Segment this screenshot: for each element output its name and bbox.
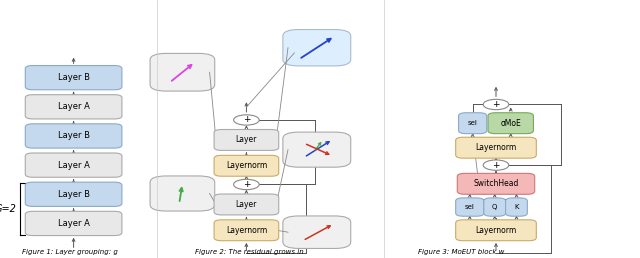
FancyBboxPatch shape — [488, 113, 534, 134]
FancyBboxPatch shape — [214, 155, 279, 176]
FancyBboxPatch shape — [458, 173, 535, 194]
Text: Layer: Layer — [236, 135, 257, 144]
Text: +: + — [492, 161, 500, 170]
FancyBboxPatch shape — [484, 198, 506, 216]
FancyBboxPatch shape — [456, 220, 536, 241]
Text: Figure 2: The residual grows in: Figure 2: The residual grows in — [195, 249, 304, 255]
FancyBboxPatch shape — [506, 198, 527, 216]
FancyBboxPatch shape — [456, 137, 536, 158]
FancyBboxPatch shape — [26, 124, 122, 148]
FancyBboxPatch shape — [26, 95, 122, 119]
FancyBboxPatch shape — [26, 182, 122, 206]
FancyBboxPatch shape — [26, 66, 122, 90]
Text: SwitchHead: SwitchHead — [474, 179, 518, 188]
Text: Layernorm: Layernorm — [226, 226, 267, 235]
Text: Figure 1: Layer grouping: g: Figure 1: Layer grouping: g — [22, 249, 118, 255]
Text: +: + — [243, 116, 250, 124]
FancyBboxPatch shape — [214, 220, 279, 241]
Circle shape — [483, 160, 509, 170]
Text: Figure 3: MoEUT block w: Figure 3: MoEUT block w — [418, 249, 504, 255]
FancyBboxPatch shape — [214, 130, 279, 150]
Circle shape — [234, 115, 259, 125]
Text: +: + — [492, 100, 500, 109]
Text: Layer A: Layer A — [58, 161, 90, 170]
FancyBboxPatch shape — [150, 53, 214, 91]
FancyBboxPatch shape — [283, 132, 351, 167]
Text: K: K — [514, 204, 519, 210]
FancyBboxPatch shape — [150, 176, 214, 211]
FancyBboxPatch shape — [26, 153, 122, 177]
Text: Layernorm: Layernorm — [476, 143, 516, 152]
Text: Layer B: Layer B — [58, 73, 90, 82]
FancyBboxPatch shape — [456, 198, 484, 216]
Text: +: + — [243, 180, 250, 189]
Circle shape — [483, 99, 509, 110]
Text: Layer B: Layer B — [58, 190, 90, 199]
FancyBboxPatch shape — [458, 113, 487, 134]
FancyBboxPatch shape — [214, 194, 279, 215]
Text: Layer B: Layer B — [58, 132, 90, 140]
Text: Layer: Layer — [236, 200, 257, 209]
FancyBboxPatch shape — [26, 211, 122, 236]
FancyBboxPatch shape — [283, 216, 351, 248]
Text: Q: Q — [492, 204, 497, 210]
Text: G=2: G=2 — [0, 204, 17, 214]
Text: σMoE: σMoE — [500, 119, 521, 128]
Text: sel: sel — [465, 204, 475, 210]
Text: Layernorm: Layernorm — [226, 161, 267, 170]
FancyBboxPatch shape — [283, 30, 351, 66]
Circle shape — [234, 179, 259, 190]
Text: Layernorm: Layernorm — [476, 226, 516, 235]
Text: Layer A: Layer A — [58, 102, 90, 111]
Text: Layer A: Layer A — [58, 219, 90, 228]
Text: sel: sel — [468, 120, 477, 126]
